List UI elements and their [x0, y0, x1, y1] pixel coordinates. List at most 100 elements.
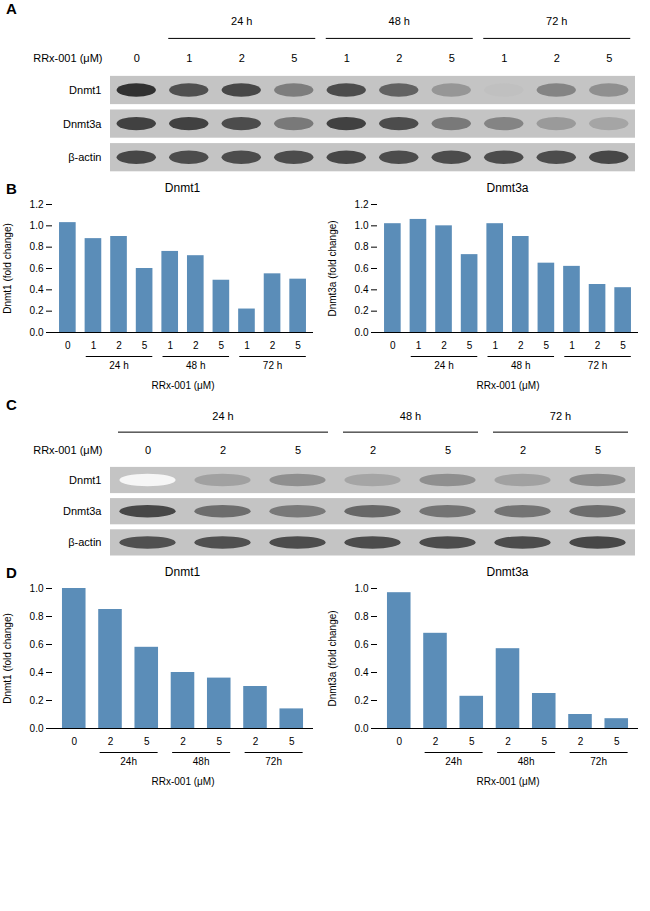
svg-text:5: 5 [216, 736, 222, 747]
svg-text:RRx-001 (μM): RRx-001 (μM) [33, 52, 102, 64]
svg-text:1: 1 [344, 52, 350, 64]
svg-text:1.2: 1.2 [355, 199, 369, 210]
svg-text:0.4: 0.4 [355, 284, 369, 295]
svg-text:1.0: 1.0 [355, 220, 369, 231]
svg-text:2: 2 [108, 736, 114, 747]
svg-text:1: 1 [186, 52, 192, 64]
svg-text:24 h: 24 h [231, 15, 252, 27]
svg-text:0.8: 0.8 [30, 611, 44, 622]
svg-text:72 h: 72 h [263, 360, 282, 371]
svg-text:5: 5 [606, 52, 612, 64]
svg-text:5: 5 [445, 444, 451, 456]
svg-text:0.0: 0.0 [30, 327, 44, 338]
svg-text:5: 5 [544, 340, 550, 351]
svg-text:5: 5 [541, 736, 547, 747]
svg-text:β-actin: β-actin [68, 151, 101, 163]
svg-text:0.0: 0.0 [355, 723, 369, 734]
svg-text:0.6: 0.6 [30, 639, 44, 650]
svg-text:5: 5 [467, 340, 473, 351]
svg-text:2: 2 [180, 736, 186, 747]
svg-text:2: 2 [505, 736, 511, 747]
svg-text:5: 5 [469, 736, 475, 747]
svg-text:48 h: 48 h [400, 410, 421, 422]
svg-text:24 h: 24 h [434, 360, 453, 371]
svg-text:0: 0 [134, 52, 140, 64]
svg-text:0: 0 [390, 340, 396, 351]
svg-text:5: 5 [142, 340, 148, 351]
svg-text:72 h: 72 h [588, 360, 607, 371]
svg-text:RRx-001 (μM): RRx-001 (μM) [477, 380, 540, 391]
svg-text:0.6: 0.6 [355, 639, 369, 650]
svg-text:0.8: 0.8 [355, 611, 369, 622]
svg-text:0: 0 [145, 444, 151, 456]
svg-text:48 h: 48 h [389, 15, 410, 27]
svg-text:Dnmt3a: Dnmt3a [63, 505, 102, 517]
svg-text:0.4: 0.4 [355, 667, 369, 678]
svg-text:2: 2 [554, 52, 560, 64]
svg-text:Dnmt1 (fold change): Dnmt1 (fold change) [2, 223, 13, 314]
svg-text:RRx-001 (μM): RRx-001 (μM) [477, 776, 540, 787]
svg-text:0: 0 [71, 736, 77, 747]
svg-text:0.6: 0.6 [30, 263, 44, 274]
svg-text:2: 2 [270, 340, 276, 351]
svg-text:72 h: 72 h [546, 15, 567, 27]
svg-text:5: 5 [620, 340, 626, 351]
svg-text:48 h: 48 h [186, 360, 205, 371]
svg-text:5: 5 [219, 340, 225, 351]
svg-text:5: 5 [289, 736, 295, 747]
svg-text:2: 2 [253, 736, 259, 747]
svg-text:Dnmt1: Dnmt1 [69, 84, 101, 96]
svg-text:0.2: 0.2 [355, 305, 369, 316]
svg-text:Dnmt3a (fold change): Dnmt3a (fold change) [327, 220, 338, 316]
svg-text:1.2: 1.2 [30, 199, 44, 210]
svg-text:1: 1 [416, 340, 422, 351]
svg-text:2: 2 [193, 340, 199, 351]
svg-text:5: 5 [291, 52, 297, 64]
svg-text:0.0: 0.0 [355, 327, 369, 338]
svg-text:RRx-001 (μM): RRx-001 (μM) [33, 444, 102, 456]
svg-text:β-actin: β-actin [68, 536, 101, 548]
svg-text:1: 1 [244, 340, 250, 351]
svg-text:1.0: 1.0 [355, 583, 369, 594]
svg-text:0.2: 0.2 [355, 695, 369, 706]
svg-text:2: 2 [441, 340, 447, 351]
svg-text:1.0: 1.0 [30, 220, 44, 231]
svg-text:5: 5 [595, 444, 601, 456]
svg-text:24h: 24h [120, 756, 137, 767]
svg-text:2: 2 [433, 736, 439, 747]
svg-text:Dnmt1: Dnmt1 [69, 474, 101, 486]
svg-text:5: 5 [614, 736, 620, 747]
svg-text:0: 0 [396, 736, 402, 747]
svg-text:Dnmt1 (fold change): Dnmt1 (fold change) [2, 613, 13, 704]
svg-text:1: 1 [91, 340, 97, 351]
svg-text:48h: 48h [193, 756, 210, 767]
svg-text:1: 1 [167, 340, 173, 351]
svg-text:Dnmt3a (fold change): Dnmt3a (fold change) [327, 610, 338, 706]
svg-text:5: 5 [295, 340, 301, 351]
svg-text:24h: 24h [445, 756, 462, 767]
svg-text:1: 1 [501, 52, 507, 64]
svg-text:72 h: 72 h [550, 410, 571, 422]
svg-text:0.6: 0.6 [355, 263, 369, 274]
svg-text:72h: 72h [265, 756, 282, 767]
svg-text:2: 2 [396, 52, 402, 64]
svg-text:24 h: 24 h [109, 360, 128, 371]
svg-text:0.0: 0.0 [30, 723, 44, 734]
svg-text:RRx-001 (μM): RRx-001 (μM) [152, 776, 215, 787]
svg-text:2: 2 [220, 444, 226, 456]
svg-text:24 h: 24 h [212, 410, 233, 422]
svg-text:1.0: 1.0 [30, 583, 44, 594]
svg-text:0.2: 0.2 [30, 695, 44, 706]
svg-text:1: 1 [492, 340, 498, 351]
svg-text:0.4: 0.4 [30, 284, 44, 295]
svg-text:0: 0 [65, 340, 71, 351]
svg-text:2: 2 [239, 52, 245, 64]
svg-text:0.8: 0.8 [30, 241, 44, 252]
svg-text:2: 2 [116, 340, 122, 351]
svg-text:48h: 48h [518, 756, 535, 767]
svg-text:2: 2 [518, 340, 524, 351]
svg-text:2: 2 [370, 444, 376, 456]
svg-text:2: 2 [578, 736, 584, 747]
svg-text:2: 2 [595, 340, 601, 351]
svg-text:0.4: 0.4 [30, 667, 44, 678]
